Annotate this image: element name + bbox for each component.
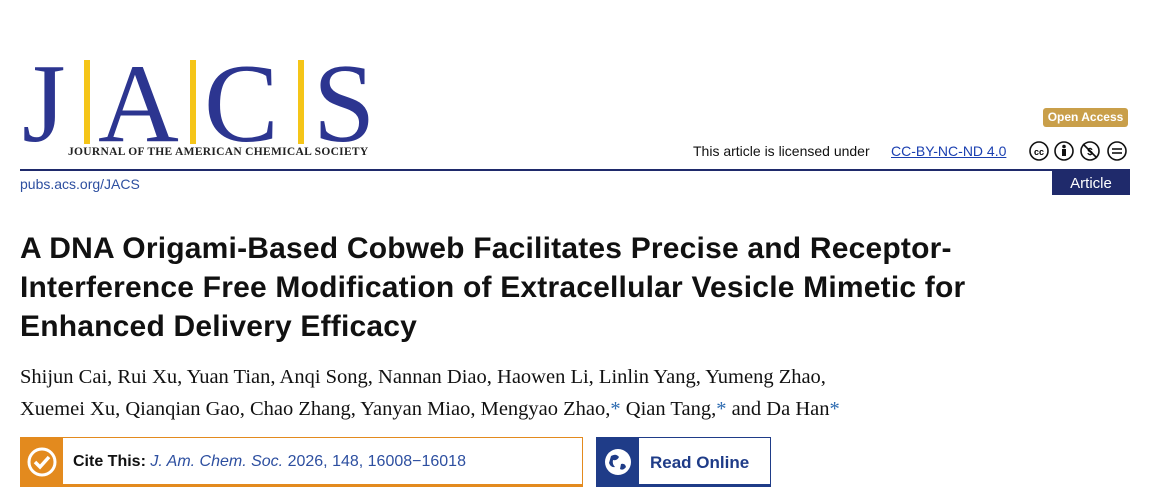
author-names: Xuemei Xu, Qianqian Gao, Chao Zhang, Yan… <box>20 398 611 420</box>
title-line: Interference Free Modification of Extrac… <box>20 271 966 304</box>
author-names: and Da Han <box>726 398 830 420</box>
cite-journal[interactable]: J. Am. Chem. Soc. <box>150 453 284 470</box>
svg-text:$: $ <box>1087 147 1093 158</box>
open-access-badge: Open Access <box>1043 108 1128 127</box>
cite-details: 2026, 148, 16008−16018 <box>287 453 466 470</box>
license-link[interactable]: CC-BY-NC-ND 4.0 <box>891 143 1007 159</box>
logo-letter: J <box>22 42 66 166</box>
logo-bar <box>84 60 90 144</box>
license-text: This article is licensed under <box>693 143 870 159</box>
journal-name: JOURNAL OF THE AMERICAN CHEMICAL SOCIETY <box>68 146 369 158</box>
logo-bar <box>190 60 196 144</box>
globe-icon <box>605 449 631 475</box>
corresponding-mark: * <box>610 398 621 420</box>
author-line: Xuemei Xu, Qianqian Gao, Chao Zhang, Yan… <box>20 398 840 421</box>
read-online-label[interactable]: Read Online <box>650 453 750 472</box>
svg-text:cc: cc <box>1034 147 1044 157</box>
cite-line: Cite This: J. Am. Chem. Soc. 2026, 148, … <box>73 453 466 471</box>
cite-icon <box>27 447 57 477</box>
cite-label: Cite This: <box>73 453 146 470</box>
title-line: A DNA Origami-Based Cobweb Facilitates P… <box>20 232 952 265</box>
author-names: Qian Tang, <box>620 398 717 420</box>
header-rule <box>20 169 1130 171</box>
logo-bar <box>298 60 304 144</box>
logo-letter: C <box>204 42 279 166</box>
logo-letter: A <box>98 42 179 166</box>
article-type: Article <box>1052 171 1130 195</box>
title-line: Enhanced Delivery Efficacy <box>20 310 418 343</box>
website-link[interactable]: pubs.acs.org/JACS <box>20 176 140 192</box>
corresponding-mark: * <box>716 398 727 420</box>
author-line: Shijun Cai, Rui Xu, Yuan Tian, Anqi Song… <box>20 366 826 388</box>
license-icons: cc $ <box>1029 141 1127 161</box>
logo-letter: S <box>313 42 376 166</box>
corresponding-mark: * <box>829 398 840 420</box>
